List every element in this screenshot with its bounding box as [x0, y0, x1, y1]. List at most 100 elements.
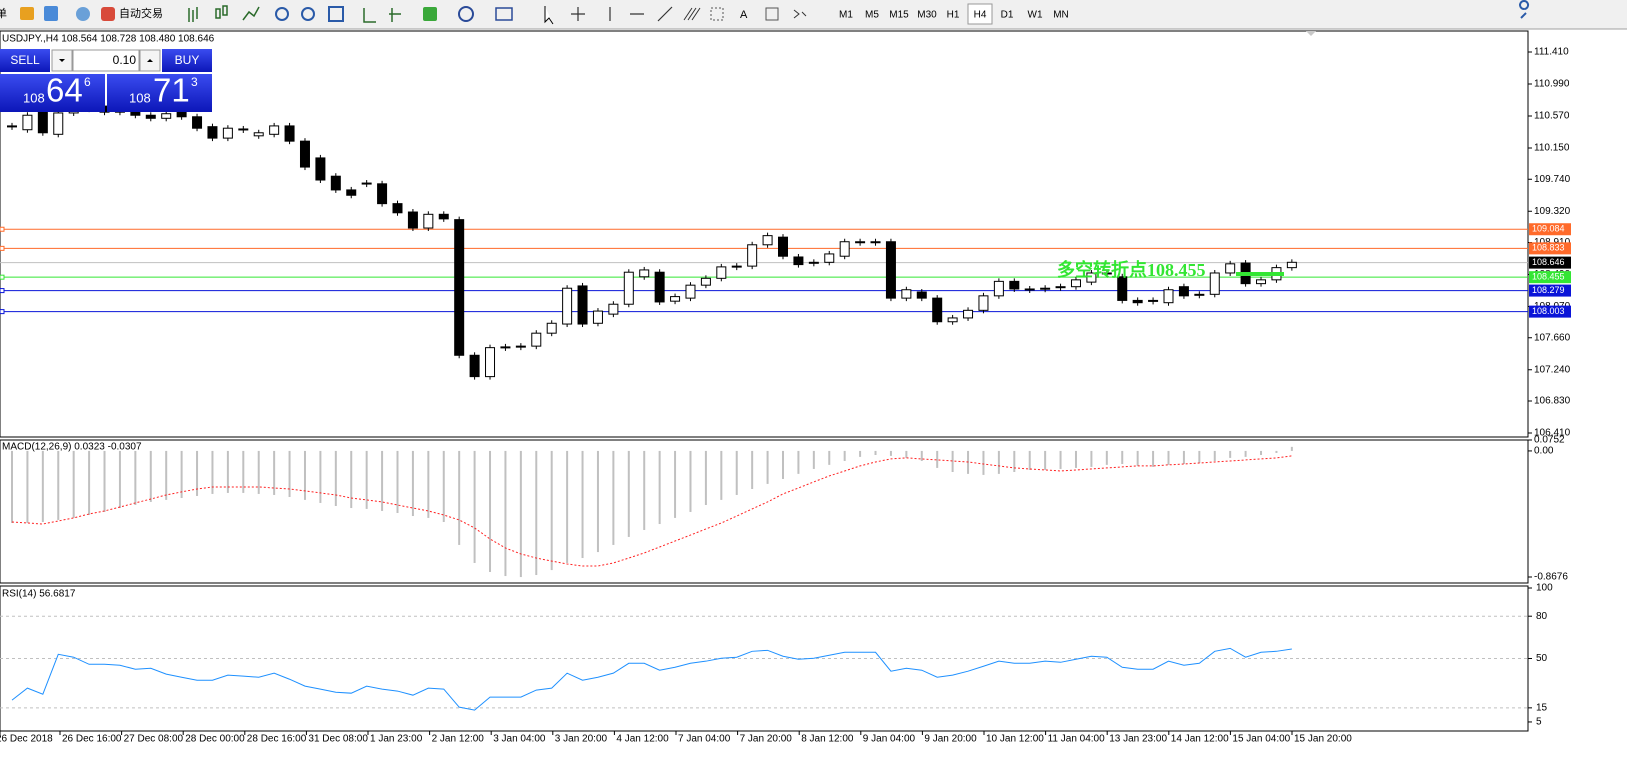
channel-tool[interactable] [683, 7, 701, 21]
level-price-label: 108.455 [1532, 272, 1565, 282]
tile[interactable] [328, 6, 344, 22]
macd-bar [1290, 446, 1293, 451]
y-tick-label: 110.990 [1534, 79, 1570, 90]
ask-box[interactable] [107, 74, 212, 112]
macd-bar [812, 450, 815, 469]
current-price-label: 108.646 [1532, 257, 1565, 267]
macd-bar [1105, 450, 1108, 465]
candle-body [1117, 276, 1128, 301]
candle-body [7, 125, 17, 128]
icon[interactable] [76, 7, 90, 21]
line-tools[interactable] [571, 6, 673, 22]
x-tick-label: 15 Jan 20:00 [1294, 734, 1352, 745]
templates[interactable] [495, 7, 513, 21]
macd-bar [196, 450, 199, 496]
buy-label: BUY [175, 53, 200, 67]
candle-body [1070, 279, 1081, 288]
text-tool[interactable]: A [740, 9, 748, 21]
candle-body [855, 241, 866, 244]
macd-bar [473, 450, 476, 563]
timeframe-button[interactable]: M15 [889, 10, 909, 21]
level-price-box [1529, 271, 1571, 284]
timeframe-button[interactable]: M1 [839, 10, 853, 21]
chart-header: USDJPY.,H4 108.564 108.728 108.480 108.6… [2, 34, 215, 45]
candle-body [654, 271, 665, 303]
timeframe-button[interactable]: H1 [947, 10, 960, 21]
y-tick-label: 110.570 [1534, 111, 1570, 122]
x-tick-label: 9 Jan 04:00 [863, 734, 916, 745]
scroll-icons[interactable] [363, 8, 401, 23]
x-tick-label: 10 Jan 12:00 [986, 734, 1044, 745]
x-tick-label: 11 Jan 04:00 [1048, 734, 1106, 745]
candle-body [392, 203, 403, 214]
arrows-tool[interactable] [793, 9, 807, 19]
candle-body [1256, 279, 1267, 285]
macd-bar [303, 450, 306, 500]
buy-button[interactable] [162, 49, 212, 72]
macd-bar [612, 450, 615, 545]
label-tool[interactable] [765, 7, 779, 21]
zoom-out[interactable] [301, 7, 315, 21]
timeframe-button[interactable]: M5 [865, 10, 879, 21]
x-tick-label: 26 Dec 2018 [0, 734, 53, 745]
candle-body [932, 297, 943, 323]
macd-bar [103, 450, 106, 512]
candle-body [161, 113, 172, 119]
lot-input[interactable] [72, 49, 140, 72]
bid-box[interactable] [0, 74, 105, 112]
candle-body [1178, 286, 1189, 297]
y-tick-label: 111.410 [1534, 47, 1569, 58]
macd-bar [735, 450, 738, 495]
y-tick-label: -0.8676 [1534, 572, 1568, 583]
x-tick-label: 4 Jan 12:00 [616, 734, 669, 745]
macd-bar [41, 450, 44, 522]
candle-body [824, 253, 835, 263]
macd-bar [350, 450, 353, 509]
timeframe-button[interactable]: MN [1053, 10, 1069, 21]
candle-body [808, 261, 819, 264]
macd-bar [797, 450, 800, 474]
periods[interactable] [458, 6, 474, 22]
macd-bar [458, 450, 461, 545]
icon[interactable] [20, 7, 34, 20]
menu-item[interactable]: 单 [0, 7, 7, 20]
macd-bar [1152, 450, 1155, 467]
level-price-box [1529, 223, 1571, 236]
macd-bar [365, 450, 368, 509]
indicators[interactable] [423, 7, 437, 21]
macd-bar [751, 450, 754, 489]
macd-bar [1275, 450, 1278, 453]
macd-bar [11, 450, 13, 524]
macd-bar [720, 450, 723, 500]
macd-bar [442, 450, 445, 522]
sell-button[interactable] [0, 49, 50, 72]
y-tick-label: 106.830 [1534, 396, 1571, 407]
auto-trading-button[interactable]: 自动交易 [119, 6, 163, 20]
level-price-label: 108.279 [1532, 285, 1565, 295]
timeframe-button[interactable]: M30 [917, 10, 937, 21]
cursor[interactable] [544, 6, 554, 25]
candle-body [731, 265, 742, 268]
candle-body [1148, 299, 1159, 302]
fibo-tool[interactable] [710, 7, 724, 21]
chart-type-icons[interactable] [188, 5, 260, 22]
candle-body [176, 111, 187, 118]
timeframe-bar: M1 M5 M15 M30 H1 H4 D1 W1 MN [839, 3, 1069, 25]
timeframe-button[interactable]: W1 [1028, 10, 1043, 21]
candle-body [592, 310, 603, 324]
macd-bar [334, 450, 337, 507]
candle-body [531, 332, 542, 347]
icon[interactable] [44, 6, 58, 21]
timeframe-button[interactable]: D1 [1001, 10, 1014, 21]
current-price-box [1529, 256, 1571, 269]
icon[interactable] [101, 7, 115, 21]
timeframe-button[interactable]: H4 [974, 10, 987, 21]
macd-bar [782, 450, 784, 479]
candle-body [546, 322, 557, 334]
zoom-in[interactable] [275, 7, 289, 21]
macd-panel [0, 439, 1529, 584]
x-tick-label: 1 Jan 23:00 [370, 734, 423, 745]
search[interactable] [1519, 0, 1530, 19]
